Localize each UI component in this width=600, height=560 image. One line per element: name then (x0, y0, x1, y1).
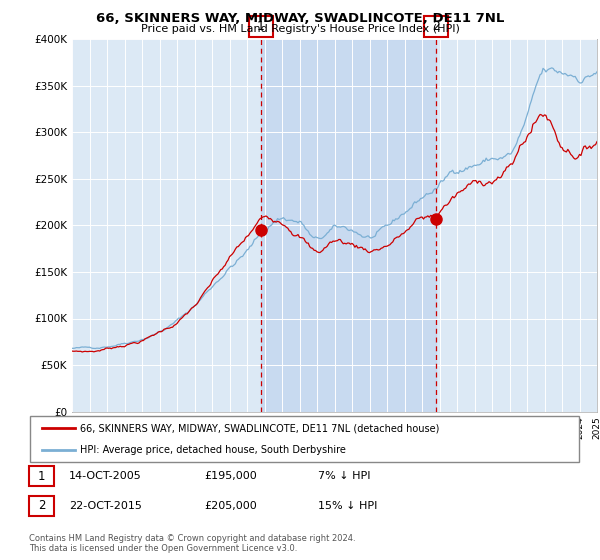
Text: 2: 2 (432, 20, 440, 33)
Bar (261, 39, 436, 412)
Text: Price paid vs. HM Land Registry's House Price Index (HPI): Price paid vs. HM Land Registry's House … (140, 24, 460, 34)
Text: 15% ↓ HPI: 15% ↓ HPI (318, 501, 377, 511)
Text: 22-OCT-2015: 22-OCT-2015 (69, 501, 142, 511)
Text: 1: 1 (38, 469, 45, 483)
Text: 14-OCT-2005: 14-OCT-2005 (69, 471, 142, 481)
Text: 2: 2 (38, 499, 45, 512)
Text: 1: 1 (257, 20, 265, 33)
Text: 66, SKINNERS WAY, MIDWAY, SWADLINCOTE, DE11 7NL (detached house): 66, SKINNERS WAY, MIDWAY, SWADLINCOTE, D… (80, 423, 439, 433)
Text: 7% ↓ HPI: 7% ↓ HPI (318, 471, 371, 481)
Text: £195,000: £195,000 (204, 471, 257, 481)
Text: Contains HM Land Registry data © Crown copyright and database right 2024.
This d: Contains HM Land Registry data © Crown c… (29, 534, 355, 553)
Text: £205,000: £205,000 (204, 501, 257, 511)
Text: HPI: Average price, detached house, South Derbyshire: HPI: Average price, detached house, Sout… (80, 445, 346, 455)
Text: 66, SKINNERS WAY, MIDWAY, SWADLINCOTE, DE11 7NL: 66, SKINNERS WAY, MIDWAY, SWADLINCOTE, D… (96, 12, 504, 25)
